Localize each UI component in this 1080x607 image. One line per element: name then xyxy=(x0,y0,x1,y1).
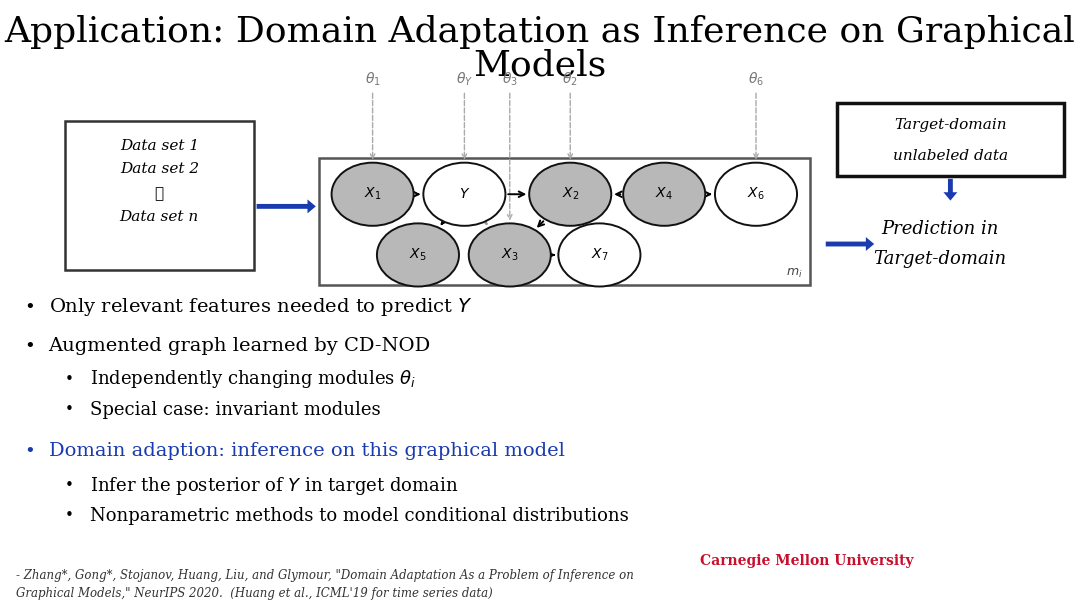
Text: $X_2$: $X_2$ xyxy=(562,186,579,203)
Text: Independently changing modules $\theta_i$: Independently changing modules $\theta_i… xyxy=(90,368,416,390)
Text: •: • xyxy=(24,297,35,316)
Text: unlabeled data: unlabeled data xyxy=(893,149,1008,163)
Ellipse shape xyxy=(623,163,705,226)
Text: Augmented graph learned by CD-NOD: Augmented graph learned by CD-NOD xyxy=(49,337,431,355)
FancyBboxPatch shape xyxy=(319,158,810,285)
Text: Special case: invariant modules: Special case: invariant modules xyxy=(90,401,380,419)
Ellipse shape xyxy=(332,163,414,226)
Text: Data set 1: Data set 1 xyxy=(120,138,199,153)
Text: $X_6$: $X_6$ xyxy=(747,186,765,203)
Text: Only relevant features needed to predict $Y$: Only relevant features needed to predict… xyxy=(49,296,473,317)
Ellipse shape xyxy=(423,163,505,226)
Ellipse shape xyxy=(377,223,459,287)
Text: $\theta_Y$: $\theta_Y$ xyxy=(456,70,473,88)
Text: Domain adaption: inference on this graphical model: Domain adaption: inference on this graph… xyxy=(49,442,565,460)
Text: Models: Models xyxy=(473,49,607,83)
Text: •: • xyxy=(24,442,35,460)
Text: Target-domain: Target-domain xyxy=(873,250,1007,268)
Text: $X_4$: $X_4$ xyxy=(656,186,673,203)
Text: Data set 2: Data set 2 xyxy=(120,161,199,176)
Text: $X_7$: $X_7$ xyxy=(591,246,608,263)
Text: Prediction in: Prediction in xyxy=(881,220,998,238)
Text: $\theta_1$: $\theta_1$ xyxy=(365,70,380,88)
Text: $X_3$: $X_3$ xyxy=(501,246,518,263)
Ellipse shape xyxy=(715,163,797,226)
Text: Data set n: Data set n xyxy=(120,210,199,225)
FancyBboxPatch shape xyxy=(837,103,1064,176)
Text: •: • xyxy=(65,509,73,523)
Text: Carnegie Mellon University: Carnegie Mellon University xyxy=(700,554,914,569)
Text: $X_5$: $X_5$ xyxy=(409,246,427,263)
Text: $\theta_3$: $\theta_3$ xyxy=(502,70,517,88)
Ellipse shape xyxy=(558,223,640,287)
Text: $\theta_2$: $\theta_2$ xyxy=(563,70,578,88)
Text: Target-domain: Target-domain xyxy=(894,118,1007,132)
Text: Nonparametric methods to model conditional distributions: Nonparametric methods to model condition… xyxy=(90,507,629,525)
Text: $Y$: $Y$ xyxy=(459,187,470,202)
Text: •: • xyxy=(65,402,73,417)
Text: ⋮: ⋮ xyxy=(154,187,164,202)
Text: •: • xyxy=(24,337,35,355)
Ellipse shape xyxy=(469,223,551,287)
Text: $\theta_6$: $\theta_6$ xyxy=(748,70,764,88)
Text: $m_i$: $m_i$ xyxy=(786,267,802,280)
Text: •: • xyxy=(65,372,73,387)
Text: •: • xyxy=(65,478,73,493)
Ellipse shape xyxy=(529,163,611,226)
Text: Application: Domain Adaptation as Inference on Graphical: Application: Domain Adaptation as Infere… xyxy=(4,15,1076,49)
FancyBboxPatch shape xyxy=(65,121,254,270)
Text: - Zhang*, Gong*, Stojanov, Huang, Liu, and Glymour, "Domain Adaptation As a Prob: - Zhang*, Gong*, Stojanov, Huang, Liu, a… xyxy=(16,569,634,600)
Text: $X_1$: $X_1$ xyxy=(364,186,381,203)
Text: Infer the posterior of $Y$ in target domain: Infer the posterior of $Y$ in target dom… xyxy=(90,475,458,497)
